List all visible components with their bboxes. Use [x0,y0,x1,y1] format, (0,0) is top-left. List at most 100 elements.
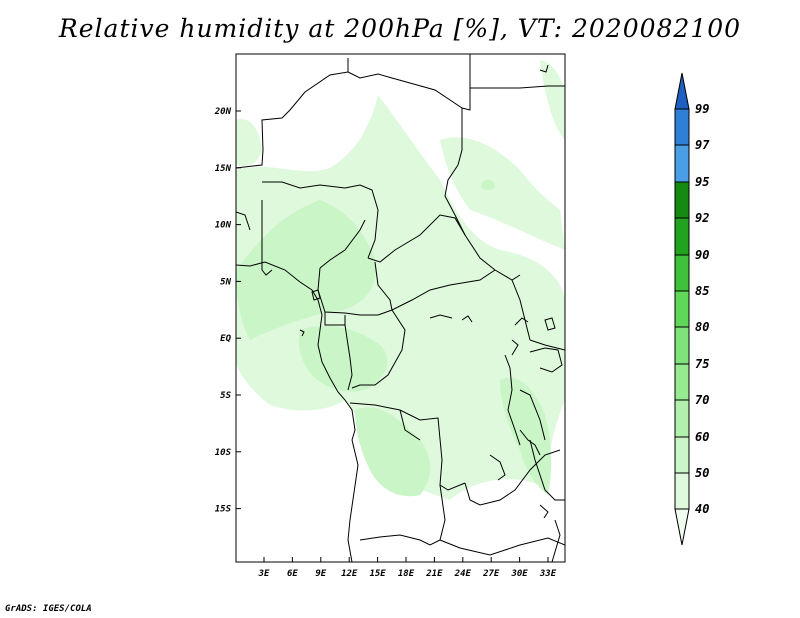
colorbar-label: 85 [695,284,709,298]
lake-outline [539,64,549,73]
lake-outline [544,317,556,331]
lat-tick-label: 15N [215,164,232,174]
colorbar-cell [674,217,690,256]
colorbar-cell [674,436,690,474]
humidity-patch-equatorial [420,298,504,371]
humidity-patch-northwest [236,119,262,167]
colorbar-label: 92 [695,211,709,225]
lon-tick-label: 12E [341,569,358,579]
border-line [324,312,346,326]
grads-credit: GrADS: IGES/COLA [5,604,92,614]
humidity-patch-central [236,95,565,500]
lon-tick-label: 33E [539,569,557,579]
lon-tick-label: 24E [454,569,472,579]
coastline [236,261,356,441]
map-frame [235,53,566,563]
colorbar-cell [674,72,690,110]
border-line [470,85,565,89]
border-line [262,181,379,259]
lat-tick-label: 10N [215,221,232,231]
longitude-axis: 3E 6E 9E 12E 15E 18E 21E 24E 27E 30E 33E [258,557,557,579]
border-line [351,309,406,389]
border-line [261,200,273,276]
border-line [551,519,561,562]
border-line [519,389,546,441]
border-line [399,409,421,441]
lake-outline [519,429,541,456]
colorbar-cell [674,399,690,438]
lat-tick-label: EQ [220,334,231,344]
lake-outline [529,347,563,373]
colorbar-cell [674,108,690,146]
colorbar-label: 95 [695,175,709,189]
country-borders [236,54,565,562]
border-line [344,324,353,391]
humidity-patch-northeast [540,60,565,140]
humidity-patch-small [481,180,495,190]
lake-outline [489,454,506,481]
lon-tick-label: 27E [482,569,500,579]
lake-outline [539,504,549,519]
colorbar-cell [674,144,690,183]
lake-outline [511,339,519,356]
border-line [464,449,561,506]
border-line [529,339,565,351]
colorbar-cell [674,472,690,510]
lon-tick-label: 6E [287,569,298,579]
colorbar-label: 90 [695,248,709,262]
colorbar-label: 60 [695,430,709,444]
border-line [359,484,446,546]
humidity-patch-south [355,407,431,497]
colorbar-cell [674,181,690,219]
border-line [367,214,466,263]
colorbar-label: 40 [695,502,709,516]
humidity-patch-east [440,137,565,250]
page-title: Relative humidity at 200hPa [%], VT: 202… [58,14,742,43]
colorbar-cell [674,290,690,328]
border-line [236,211,251,231]
border-line [319,219,366,269]
colorbar-label: 70 [695,393,709,407]
lat-tick-label: 5S [220,391,231,401]
latitude-axis: 20N 15N 10N 5N EQ 5S 10S 15S [214,107,241,515]
colorbar-label: 75 [695,357,709,371]
border-line [347,71,463,166]
humidity-patch-center [298,325,388,392]
lon-tick-label: 21E [425,569,443,579]
lat-tick-label: 15S [215,505,232,515]
border-line [236,58,349,169]
colorbar-label: 80 [695,320,709,334]
colorbar-cell [674,254,690,292]
border-line [349,402,466,491]
border-line [374,261,496,311]
humidity-field [236,60,565,500]
lake-outline [504,354,521,446]
lon-tick-label: 9E [315,569,326,579]
lon-tick-label: 3E [258,569,270,579]
border-line [511,279,531,341]
coastlines-and-lakes [236,64,563,519]
colorbar: 40 50 60 70 75 80 85 90 92 95 97 99 [674,72,710,546]
colorbar-label: 99 [695,102,709,116]
lon-tick-label: 15E [369,569,386,579]
lake-outline [429,314,453,319]
lake-outline [299,329,305,337]
colorbar-cell [674,363,690,401]
border-line [347,439,359,562]
humidity-patch-west [236,200,376,340]
border-line [529,439,565,501]
colorbar-label: 97 [695,138,710,152]
colorbar-cell [674,326,690,365]
colorbar-label: 50 [695,466,709,480]
border-line [461,54,471,111]
lon-tick-label: 30E [510,569,528,579]
lake-outline [514,317,529,326]
colorbar-cell [674,508,690,546]
lon-tick-label: 18E [398,569,415,579]
lat-tick-label: 20N [214,107,232,117]
lat-tick-label: 10S [215,448,232,458]
lake-outline [461,315,473,323]
lake-outline [311,289,321,301]
lat-tick-label: 5N [220,277,231,287]
